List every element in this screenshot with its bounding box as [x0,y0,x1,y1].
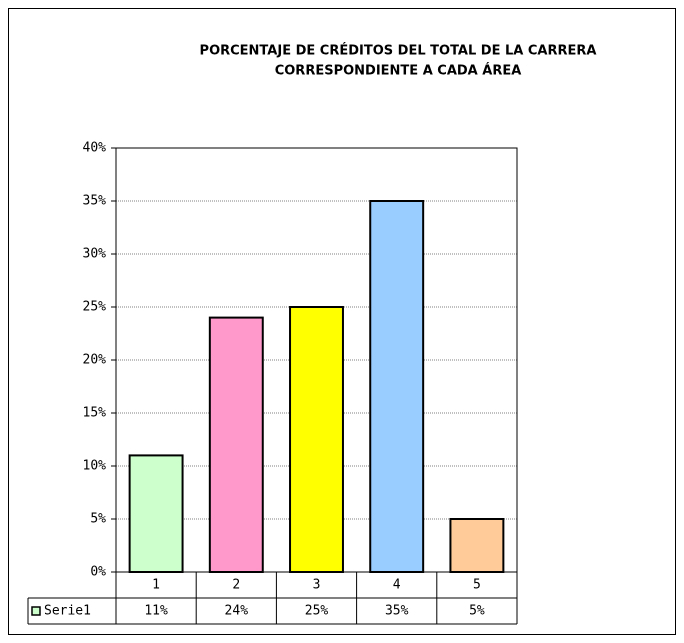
y-tick-label: 10% [83,459,107,474]
y-tick-label: 35% [83,194,107,209]
y-tick-label: 20% [83,353,107,368]
x-tick-label: 3 [313,578,321,593]
y-tick-label: 40% [83,141,107,156]
legend-key [31,606,41,616]
data-label: 5% [469,604,485,619]
y-tick-label: 0% [90,565,106,580]
y-tick-label: 30% [83,247,107,262]
data-label: 35% [385,604,409,619]
x-tick-label: 4 [393,578,401,593]
chart-title: CORRESPONDIENTE A CADA ÁREA [275,63,522,79]
legend-label: Serie1 [44,604,91,619]
bar [208,316,264,573]
bar [289,306,344,573]
data-label: 25% [305,604,329,619]
data-label: 24% [225,604,249,619]
x-tick-label: 1 [152,578,160,593]
chart-title: PORCENTAJE DE CRÉDITOS DEL TOTAL DE LA C… [200,43,597,59]
bar [449,518,505,573]
bar [369,200,425,573]
x-tick-label: 5 [473,578,481,593]
y-tick-label: 25% [83,300,107,315]
bar [128,454,184,573]
y-tick-label: 5% [90,512,106,527]
x-tick-label: 2 [232,578,240,593]
y-tick-label: 15% [83,406,107,421]
data-label: 11% [144,604,168,619]
